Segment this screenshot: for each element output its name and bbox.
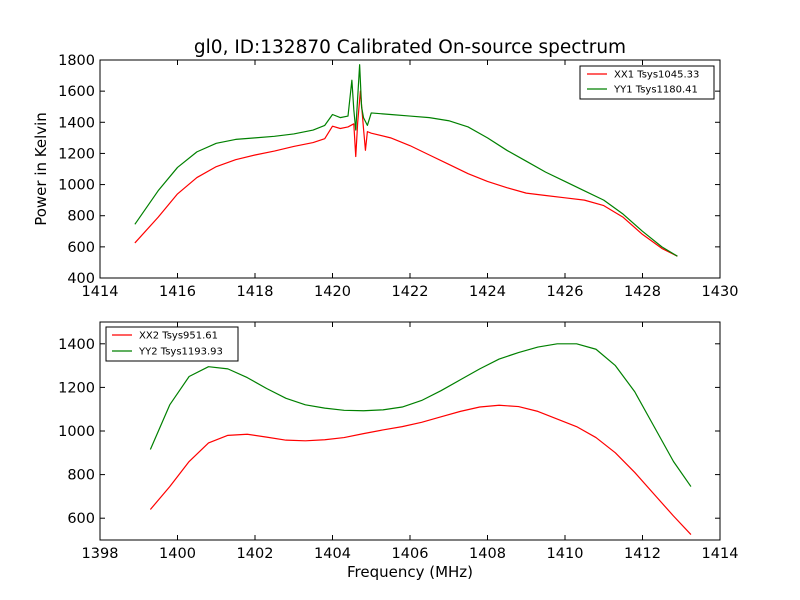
top-legend-label-xx1: XX1 Tsys1045.33	[614, 70, 699, 81]
top-tick-group: 1414 1416 1418 1420 1422 1424 1426 1428 1430 400 6…	[58, 53, 738, 300]
bottom-legend-label-yy2: YY2 Tsys1193.93	[138, 347, 223, 358]
bottom-series-line-xx	[149, 404, 692, 535]
top-x-tick-label: 1426	[547, 284, 584, 300]
top-y-tick-label: 1400	[58, 115, 95, 131]
top-series-line-yy	[134, 64, 678, 257]
bottom-legend-box	[105, 326, 239, 362]
top-panel: 1414 1416 1418 1420 1422 1424 1426 1428 1430 400 6…	[32, 53, 738, 300]
bottom-y-tick-label: 1200	[58, 380, 95, 396]
top-legend: XX1 Tsys1045.33 YY1 Tsys1180.41	[579, 65, 715, 100]
top-legend-label-yy1: YY1 Tsys1180.41	[613, 85, 698, 96]
top-y-tick-label: 1600	[58, 84, 95, 100]
top-x-tick-label: 1418	[237, 284, 274, 300]
top-x-tick-label: 1424	[469, 284, 506, 300]
bottom-x-tick-label: 1398	[82, 546, 119, 562]
top-y-tick-label: 400	[67, 271, 95, 287]
bottom-legend-label-xx2: XX2 Tsys951.61	[139, 331, 218, 342]
figure-title: gl0, ID:132870 Calibrated On-source spec…	[194, 37, 626, 58]
bottom-x-tick-label: 1412	[624, 546, 661, 562]
top-x-tick-label: 1430	[702, 284, 739, 300]
bottom-series-line-yy	[149, 343, 692, 487]
top-plot-area	[134, 64, 678, 257]
bottom-y-tick-label: 600	[67, 511, 95, 527]
top-x-tick-label: 1420	[314, 284, 351, 300]
bottom-tick-group: 1398 1400 1402 1404 1406 1408 1410 1412 1414 600 8…	[58, 322, 738, 562]
bottom-panel: 1398 1400 1402 1404 1406 1408 1410 1412 1414 600 8…	[58, 321, 738, 581]
bottom-xlabel: Frequency (MHz)	[347, 563, 473, 581]
top-ylabel: Power in Kelvin	[32, 112, 50, 226]
top-x-tick-label: 1428	[624, 284, 661, 300]
bottom-legend: XX2 Tsys951.61 YY2 Tsys1193.93	[105, 326, 239, 362]
bottom-x-tick-label: 1408	[469, 546, 506, 562]
bottom-y-tick-label: 1000	[58, 424, 95, 440]
top-legend-box	[579, 65, 715, 100]
bottom-x-tick-label: 1406	[392, 546, 429, 562]
bottom-y-tick-label: 800	[67, 468, 95, 484]
top-x-tick-label: 1414	[82, 284, 119, 300]
top-y-tick-label: 600	[67, 240, 95, 256]
top-series-line-xx	[134, 90, 678, 257]
bottom-x-tick-label: 1402	[237, 546, 274, 562]
bottom-x-tick-label: 1414	[702, 546, 739, 562]
top-y-tick-label: 800	[67, 209, 95, 225]
bottom-plot-area	[149, 343, 692, 535]
top-y-tick-label: 1200	[58, 146, 95, 162]
top-x-tick-label: 1422	[392, 284, 429, 300]
top-y-tick-label: 1800	[58, 53, 95, 69]
bottom-x-tick-label: 1400	[159, 546, 196, 562]
top-y-tick-label: 1000	[58, 178, 95, 194]
bottom-x-tick-label: 1404	[314, 546, 351, 562]
bottom-y-tick-label: 1400	[58, 337, 95, 353]
bottom-x-tick-label: 1410	[547, 546, 584, 562]
top-x-tick-label: 1416	[159, 284, 196, 300]
